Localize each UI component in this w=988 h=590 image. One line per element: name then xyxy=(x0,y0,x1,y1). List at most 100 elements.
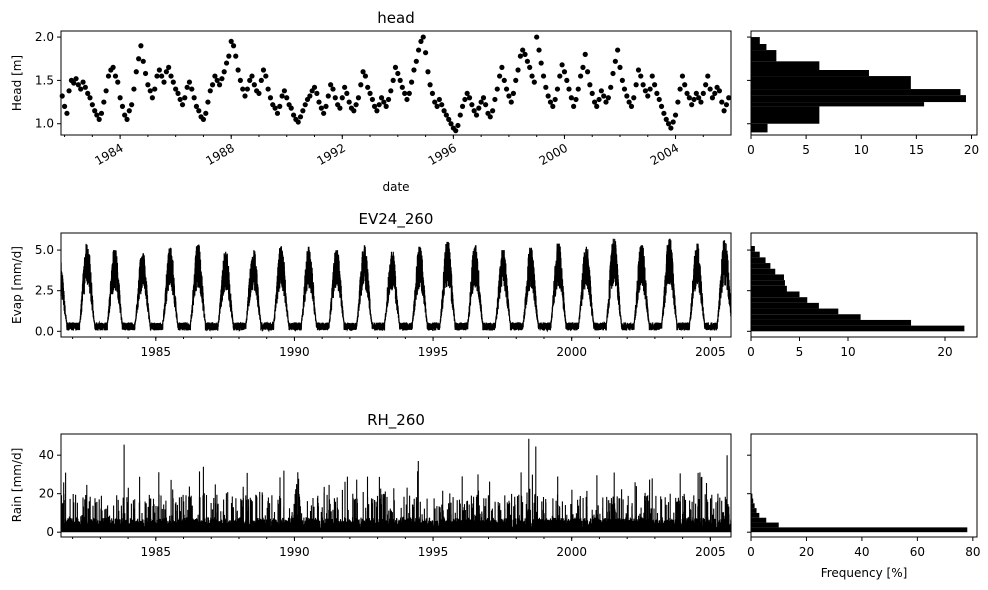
head-point xyxy=(381,99,387,105)
head-point xyxy=(103,88,109,94)
head-point xyxy=(89,102,95,108)
head-point xyxy=(703,82,709,88)
head-point xyxy=(323,103,329,109)
head-point xyxy=(196,108,202,114)
head-point xyxy=(302,102,308,108)
evap-hist-bar xyxy=(751,325,965,332)
evap-hist-bar xyxy=(751,285,787,292)
head-point xyxy=(397,77,403,83)
head-point xyxy=(670,119,676,125)
head-point xyxy=(105,73,112,79)
head-point xyxy=(605,95,611,101)
head-point xyxy=(126,108,132,114)
head-point xyxy=(415,47,422,53)
rain-xtick-label: 1990 xyxy=(279,545,310,559)
head-point xyxy=(179,102,186,108)
head-point xyxy=(649,73,655,79)
head-point xyxy=(698,99,704,105)
head-point xyxy=(365,84,371,90)
head-point xyxy=(422,50,429,56)
head-point xyxy=(571,103,577,109)
head-point xyxy=(610,70,616,77)
head-point xyxy=(85,90,91,96)
evap-hist-bar xyxy=(751,246,755,252)
head-point xyxy=(228,38,234,45)
evap-xtick-label: 2005 xyxy=(695,345,726,359)
head-point xyxy=(367,90,373,96)
rain-hist-xtick-label: 80 xyxy=(965,545,980,559)
head-point xyxy=(709,95,716,101)
head-point xyxy=(594,103,600,109)
evap-hist-bar xyxy=(751,297,808,303)
head-point xyxy=(207,88,213,94)
head-point xyxy=(284,95,290,101)
evap-hist-bar xyxy=(751,280,785,286)
head-point xyxy=(716,88,723,94)
head-point xyxy=(378,95,385,101)
head-point xyxy=(691,96,697,103)
head-point xyxy=(540,73,547,79)
evap-ylabel: Evap [mm/d] xyxy=(10,246,24,324)
head-point xyxy=(133,69,139,75)
head-point xyxy=(388,88,394,94)
head-point xyxy=(136,56,142,62)
rain-hist-frame xyxy=(750,433,978,538)
rain-hist-bar xyxy=(751,508,757,513)
rain-hist-xtick-label: 40 xyxy=(854,545,869,559)
head-point xyxy=(578,73,584,79)
head-point xyxy=(508,99,514,105)
head-point xyxy=(446,116,452,122)
head-point xyxy=(344,90,350,96)
head-point xyxy=(652,82,658,88)
frequency-xlabel: Frequency [%] xyxy=(821,566,908,580)
head-ylabel: Head [m] xyxy=(10,55,24,111)
evap-hist-bar xyxy=(751,291,800,298)
evap-xtick-label: 1990 xyxy=(279,345,310,359)
head-point xyxy=(78,86,84,92)
head-point xyxy=(124,116,130,122)
head-point xyxy=(524,58,530,64)
head-point xyxy=(682,82,688,88)
head-ytick-label: 1.5 xyxy=(35,73,54,87)
head-point xyxy=(473,112,480,118)
head-point xyxy=(184,84,190,90)
head-point xyxy=(536,47,542,53)
head-point xyxy=(557,73,563,79)
head-point xyxy=(420,34,426,40)
head-point xyxy=(471,108,477,114)
rain-ylabel: Rain [mm/d] xyxy=(10,448,24,523)
head-point xyxy=(240,86,246,92)
head-point xyxy=(75,82,81,88)
head-point xyxy=(129,102,135,108)
head-point xyxy=(564,77,570,83)
head-point xyxy=(395,70,401,77)
head-point xyxy=(131,86,137,92)
head-point xyxy=(295,119,301,125)
head-point xyxy=(624,93,630,99)
head-point xyxy=(399,84,405,90)
rain-hist-bar xyxy=(751,522,779,528)
head-point xyxy=(96,116,102,122)
head-point xyxy=(506,93,512,99)
head-point xyxy=(300,108,306,114)
head-point xyxy=(707,86,713,92)
head-point xyxy=(154,73,160,79)
head-point xyxy=(110,64,116,70)
head-xlabel: date xyxy=(382,180,409,194)
head-point xyxy=(559,62,565,68)
head-point xyxy=(510,90,516,96)
evap-hist-bar xyxy=(751,263,771,269)
head-point xyxy=(161,79,167,85)
head-point xyxy=(455,122,461,129)
head-point xyxy=(459,103,466,109)
head-hist-bar xyxy=(751,70,869,77)
rain-ytick-label: 0 xyxy=(46,525,54,539)
head-point xyxy=(360,69,366,75)
head-point xyxy=(233,53,239,59)
head-point xyxy=(547,99,554,105)
head-point xyxy=(371,103,378,109)
evap-hist-bar xyxy=(751,319,912,326)
head-point xyxy=(314,90,320,96)
head-point xyxy=(684,90,690,96)
evap-xtick-label: 1995 xyxy=(418,345,449,359)
